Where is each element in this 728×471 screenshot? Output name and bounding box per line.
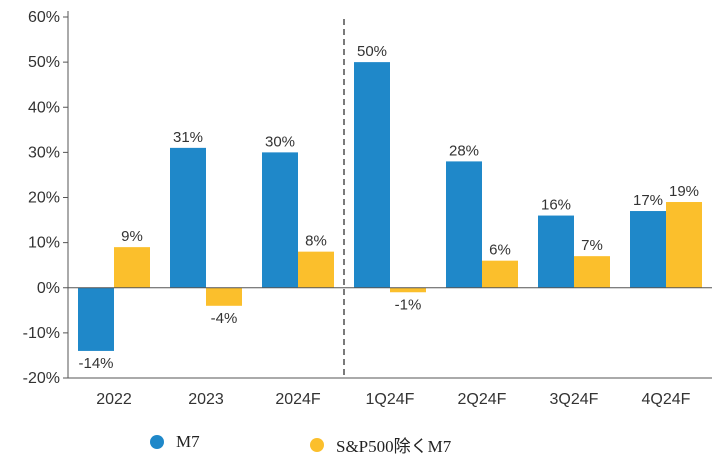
bar-sp500-ex-m7-2024F [298, 251, 334, 288]
legend-swatch-sp500-ex-m7 [310, 437, 324, 452]
data-label: -14% [78, 355, 113, 372]
x-axis: 2022 2023 2024F 1Q24F 2Q24F 3Q24F 4Q24F [68, 19, 712, 408]
bar-m7-2024F [262, 152, 298, 288]
x-tick-label: 2023 [188, 391, 224, 408]
bar-m7-3Q24F [538, 215, 574, 288]
bar-m7-2022 [78, 287, 114, 351]
legend-label-m7: M7 [176, 432, 200, 451]
bar-sp500-ex-m7-2022 [114, 247, 150, 288]
bar-sp500-ex-m7-2Q24F [482, 260, 518, 288]
legend: M7 S&P500除くM7 [0, 428, 728, 462]
bar-sp500-ex-m7-4Q24F [666, 202, 702, 288]
legend-swatch-m7 [150, 435, 164, 449]
y-tick-label: 60% [28, 9, 60, 26]
data-label: -4% [211, 310, 238, 327]
bar-m7-2Q24F [446, 161, 482, 288]
x-tick-label: 2022 [96, 391, 132, 408]
bar-sp500-ex-m7-1Q24F [390, 287, 426, 293]
data-labels: -14% 31% 30% 50% 28% 16% 17% 9% -4% 8% -1% 6% 7% 19% [78, 43, 699, 372]
y-tick-label: 30% [28, 144, 60, 161]
y-tick-label: -10% [23, 325, 60, 342]
y-tick-label: 20% [28, 190, 60, 207]
bar-chart: 60% 50% 40% 30% 20% 10% 0% -10% -20% -14% 31% 30% 5… [23, 9, 712, 408]
legend-label-sp500-ex-m7: S&P500除くM7 [336, 437, 452, 456]
data-label: 16% [541, 197, 571, 214]
y-tick-label: -20% [23, 370, 60, 387]
data-label: 28% [449, 142, 479, 159]
data-label: 8% [305, 233, 327, 250]
bar-m7-2023 [170, 147, 206, 288]
data-label: -1% [395, 296, 422, 313]
bar-m7-1Q24F [354, 62, 390, 288]
y-axis: 60% 50% 40% 30% 20% 10% 0% -10% -20% [23, 9, 69, 387]
legend-item-sp500-ex-m7: S&P500除くM7 [310, 432, 451, 457]
data-label: 7% [581, 237, 603, 254]
data-label: 9% [121, 228, 143, 245]
data-label: 30% [265, 133, 295, 150]
data-label: 50% [357, 43, 387, 60]
bar-sp500-ex-m7-3Q24F [574, 256, 610, 288]
bar-m7-4Q24F [630, 211, 666, 288]
legend-item-m7: M7 [150, 432, 200, 452]
data-label: 6% [489, 242, 511, 259]
bars [78, 62, 702, 351]
x-tick-label: 4Q24F [642, 391, 691, 408]
y-tick-label: 40% [28, 99, 60, 116]
y-tick-label: 50% [28, 54, 60, 71]
data-label: 19% [669, 183, 699, 200]
data-label: 17% [633, 192, 663, 209]
x-tick-label: 2024F [275, 391, 321, 408]
x-tick-label: 3Q24F [550, 391, 599, 408]
y-tick-label: 10% [28, 235, 60, 252]
x-tick-label: 1Q24F [366, 391, 415, 408]
data-label: 31% [173, 129, 203, 146]
y-tick-label: 0% [37, 280, 60, 297]
bar-sp500-ex-m7-2023 [206, 287, 242, 306]
x-tick-label: 2Q24F [458, 391, 507, 408]
